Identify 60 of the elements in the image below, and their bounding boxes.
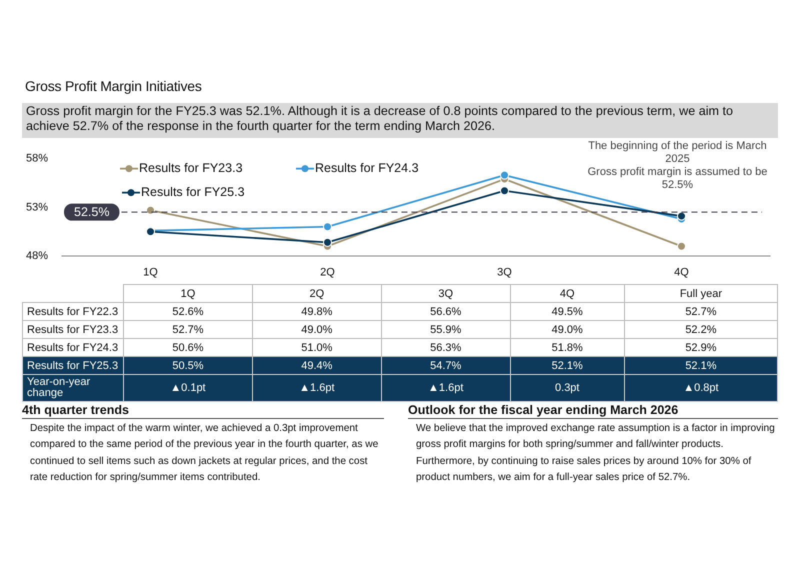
text: Outlook for the fiscal year ending March 2026 — [408, 403, 778, 419]
text: Results for FY25.3 — [27, 360, 118, 372]
legend-label: Results for FY24.3 — [315, 161, 419, 176]
point — [677, 212, 686, 221]
x-tick-label: 2Q — [320, 266, 336, 279]
text: 0.3pt — [510, 374, 624, 402]
point — [146, 206, 155, 215]
text: 50.5% — [124, 356, 252, 374]
text: 55.9% — [381, 320, 510, 338]
text: 52.2% — [624, 320, 778, 338]
chart-title: Gross Profit Margin Initiatives — [25, 78, 202, 94]
text: ▲0.8pt — [624, 374, 778, 402]
point — [323, 238, 332, 247]
legend-label: Results for FY25.3 — [141, 185, 245, 200]
text: 52.6% — [124, 302, 252, 320]
text: 49.4% — [252, 356, 382, 374]
annotation: The beginning of the period is March 2025 Gross profit margin is assumed to be 52.5% — [586, 140, 768, 192]
legend-label: Results for FY23.3 — [139, 161, 243, 176]
point — [500, 170, 509, 180]
y-tick-label: 53% — [26, 201, 48, 214]
text: ▲0.1pt — [124, 374, 252, 402]
ref-line-label: 52.5% — [74, 205, 110, 220]
text: ▲1.6pt — [381, 374, 510, 402]
text: Despite the impact of the warm winter, we achieved a 0.3pt improvement compared to the same period of the previous year in the fourth quarter, as we continued to sell items such as down jackets at regular prices, and the cost rate reduction for spring/summer items contributed. — [30, 422, 380, 485]
point — [323, 222, 332, 232]
text: Results for FY23.3 — [27, 324, 118, 336]
category-label: 1Q — [180, 288, 196, 300]
text: 52.7% — [124, 320, 252, 338]
text: Year-on-year change — [22, 374, 124, 402]
text: Results for FY24.3 — [27, 342, 118, 354]
text: 50.6% — [124, 338, 252, 356]
text: 52.1% — [624, 356, 778, 374]
x-tick-label: 1Q — [143, 266, 158, 279]
chart-subtitle: Gross profit margin for the FY25.3 was 52.1%. Although it is a decrease of 0.8 points compared to the previous term, we aim to achieve 52.7% of the response in the fourth quarter for the term ending March 2026. — [22, 103, 778, 138]
point — [500, 186, 509, 196]
text: Results for FY22.3 — [22, 302, 124, 320]
category-label: 3Q — [438, 288, 454, 300]
text: 4th quarter trends — [22, 403, 384, 419]
text: 54.7% — [381, 356, 510, 374]
text: 51.0% — [252, 338, 382, 356]
text: 56.3% — [381, 338, 510, 356]
text: 52.7% — [624, 302, 778, 320]
text: 49.8% — [252, 302, 382, 320]
y-tick-label: 48% — [26, 250, 48, 262]
text: 56.6% — [381, 302, 510, 320]
text: ▲1.6pt — [252, 374, 382, 402]
text: 52.9% — [624, 338, 778, 356]
text: 49.0% — [252, 320, 382, 338]
text: We believe that the improved exchange rate assumption is a factor in improving gross profit margins for both spring/summer and fall/winter products. Furthermore, by continuing to raise sales prices by around 10% for 30% of product numbers, we aim for a full-year sales price of 52.7%. — [416, 422, 776, 485]
text: 49.0% — [510, 320, 624, 338]
category-label: 4Q — [560, 288, 575, 300]
x-tick-label: 3Q — [497, 266, 512, 279]
text: 52.1% — [510, 356, 624, 374]
category-label: 2Q — [309, 288, 324, 300]
text: Full year — [624, 284, 778, 302]
text: 51.8% — [510, 338, 624, 356]
x-tick-label: 4Q — [674, 266, 690, 279]
y-tick-label: 58% — [26, 152, 48, 165]
text: 49.5% — [510, 302, 624, 320]
point — [677, 242, 686, 251]
